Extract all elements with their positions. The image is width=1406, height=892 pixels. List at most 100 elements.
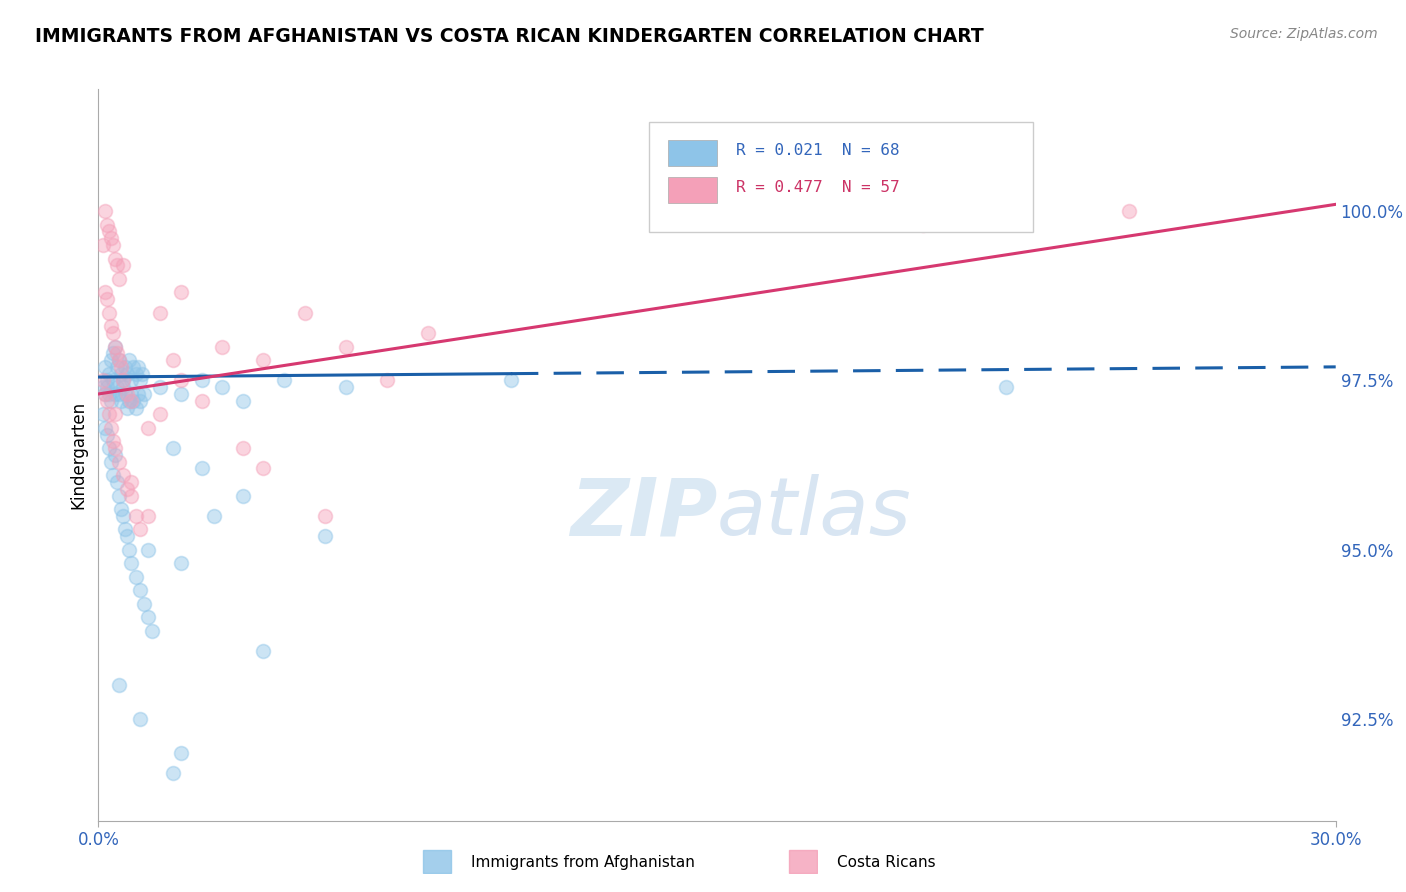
Point <box>112 373 135 387</box>
Point <box>91 407 114 421</box>
Point <box>97 306 120 320</box>
Point <box>418 326 440 340</box>
Point <box>112 468 135 483</box>
FancyBboxPatch shape <box>668 140 717 166</box>
Point <box>97 387 120 401</box>
Point <box>211 340 233 354</box>
Point <box>105 258 128 272</box>
Point <box>120 387 142 401</box>
Point <box>105 380 128 394</box>
Point <box>117 401 139 415</box>
Point <box>136 421 159 435</box>
Point <box>100 421 122 435</box>
Point <box>162 766 184 780</box>
Point <box>170 746 193 760</box>
Point <box>117 529 139 543</box>
Point <box>101 238 124 252</box>
Point <box>100 393 122 408</box>
Point <box>149 306 172 320</box>
Point <box>120 489 142 503</box>
Point <box>211 380 233 394</box>
Point <box>101 346 124 360</box>
Point <box>100 231 122 245</box>
Point <box>273 373 295 387</box>
Point <box>96 373 118 387</box>
Point <box>375 373 398 387</box>
FancyBboxPatch shape <box>650 122 1032 232</box>
Point <box>108 489 131 503</box>
Point <box>128 373 150 387</box>
Point <box>101 373 124 387</box>
Point <box>314 508 336 523</box>
Point <box>100 455 122 469</box>
Point <box>232 489 254 503</box>
Point <box>120 373 142 387</box>
Point <box>93 387 115 401</box>
Point <box>101 434 124 449</box>
Point <box>104 387 127 401</box>
Point <box>101 326 124 340</box>
Point <box>149 407 172 421</box>
Point <box>105 359 128 374</box>
Point <box>97 407 120 421</box>
Point <box>232 441 254 455</box>
Point <box>114 387 136 401</box>
Point <box>114 523 136 537</box>
Point <box>93 387 115 401</box>
Point <box>170 373 193 387</box>
Point <box>110 367 132 381</box>
Text: ZIP: ZIP <box>569 475 717 552</box>
Point <box>108 353 131 368</box>
Point <box>124 367 146 381</box>
Text: Immigrants from Afghanistan: Immigrants from Afghanistan <box>471 855 695 870</box>
Point <box>112 508 135 523</box>
Point <box>120 475 142 489</box>
Point <box>252 644 274 658</box>
Y-axis label: Kindergarten: Kindergarten <box>69 401 87 509</box>
Point <box>124 401 146 415</box>
Point <box>132 387 155 401</box>
Point <box>127 387 149 401</box>
Point <box>108 455 131 469</box>
Point <box>96 427 118 442</box>
Point <box>122 393 145 408</box>
Point <box>100 353 122 368</box>
Point <box>110 502 132 516</box>
Text: R = 0.021  N = 68: R = 0.021 N = 68 <box>735 143 900 158</box>
Point <box>108 387 131 401</box>
Point <box>117 367 139 381</box>
Point <box>105 475 128 489</box>
Point <box>190 393 212 408</box>
Text: atlas: atlas <box>717 475 912 552</box>
Point <box>96 393 118 408</box>
Point <box>335 380 357 394</box>
Point <box>335 340 357 354</box>
Point <box>110 359 132 374</box>
Text: Source: ZipAtlas.com: Source: ZipAtlas.com <box>1230 27 1378 41</box>
Text: R = 0.477  N = 57: R = 0.477 N = 57 <box>735 179 900 194</box>
Point <box>112 380 135 394</box>
Point <box>118 393 141 408</box>
Point <box>91 238 114 252</box>
Point <box>162 353 184 368</box>
Point <box>105 346 128 360</box>
Point <box>170 387 193 401</box>
Point <box>108 678 131 692</box>
Point <box>120 393 142 408</box>
Point <box>127 359 149 374</box>
Point <box>190 461 212 475</box>
Point <box>104 441 127 455</box>
Point <box>124 508 146 523</box>
Point <box>499 373 522 387</box>
Point <box>104 340 127 354</box>
Point <box>112 258 135 272</box>
Point <box>100 319 122 334</box>
Text: IMMIGRANTS FROM AFGHANISTAN VS COSTA RICAN KINDERGARTEN CORRELATION CHART: IMMIGRANTS FROM AFGHANISTAN VS COSTA RIC… <box>35 27 984 45</box>
Text: Costa Ricans: Costa Ricans <box>837 855 935 870</box>
Point <box>128 393 150 408</box>
Point <box>120 556 142 570</box>
Point <box>131 367 153 381</box>
Point <box>128 712 150 726</box>
Point <box>93 359 115 374</box>
Point <box>122 359 145 374</box>
